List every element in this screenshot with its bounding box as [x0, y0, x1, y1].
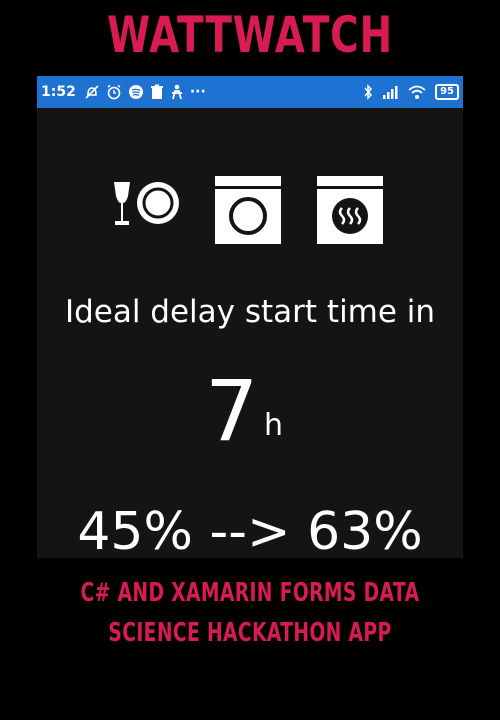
delay-hours: 7 h [37, 366, 463, 456]
caption-line-2: SCIENCE HACKATHON APP [108, 618, 392, 648]
alarm-icon [106, 84, 122, 100]
trash-icon [150, 84, 164, 100]
hours-unit: h [264, 408, 284, 443]
caption-line-1: C# AND XAMARIN FORMS DATA [80, 578, 420, 608]
wifi-icon [407, 84, 427, 100]
spotify-icon [128, 84, 144, 100]
efficiency-improvement: 45% --> 63% [77, 502, 423, 558]
status-time: 1:52 [41, 84, 76, 100]
hours-value: 7 [205, 362, 259, 460]
status-bar: 1:52 ··· [37, 76, 463, 108]
phone-screen: 1:52 ··· [37, 76, 463, 558]
appliance-selector [37, 176, 463, 246]
dryer-icon[interactable] [317, 176, 383, 248]
headline: Ideal delay start time in [64, 294, 436, 330]
dishwasher-icon[interactable] [110, 176, 180, 236]
do-not-disturb-icon [84, 84, 100, 100]
bluetooth-icon [363, 84, 373, 100]
app-title: WATTWATCH [107, 6, 393, 64]
figure-icon [170, 84, 184, 100]
washing-machine-icon[interactable] [215, 176, 281, 248]
battery-icon: 95 [435, 84, 459, 100]
more-notifications: ··· [189, 84, 206, 100]
cellular-signal-icon [381, 84, 399, 100]
